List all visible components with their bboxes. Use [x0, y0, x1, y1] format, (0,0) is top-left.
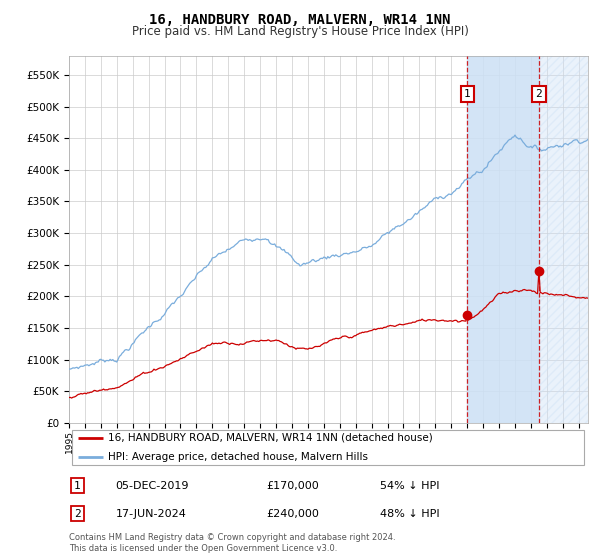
Text: 1: 1 [74, 480, 81, 491]
Text: 16, HANDBURY ROAD, MALVERN, WR14 1NN (detached house): 16, HANDBURY ROAD, MALVERN, WR14 1NN (de… [108, 433, 433, 443]
Text: £240,000: £240,000 [266, 508, 319, 519]
Text: Contains HM Land Registry data © Crown copyright and database right 2024.
This d: Contains HM Land Registry data © Crown c… [69, 533, 395, 553]
Text: £170,000: £170,000 [266, 480, 319, 491]
FancyBboxPatch shape [71, 430, 584, 465]
Text: 17-JUN-2024: 17-JUN-2024 [116, 508, 187, 519]
Text: 48% ↓ HPI: 48% ↓ HPI [380, 508, 440, 519]
Text: 1: 1 [464, 89, 470, 99]
Text: 2: 2 [536, 89, 542, 99]
Text: 16, HANDBURY ROAD, MALVERN, WR14 1NN: 16, HANDBURY ROAD, MALVERN, WR14 1NN [149, 13, 451, 27]
Text: 2: 2 [74, 508, 81, 519]
Text: HPI: Average price, detached house, Malvern Hills: HPI: Average price, detached house, Malv… [108, 452, 368, 462]
Bar [467, 56, 539, 423]
Text: 54% ↓ HPI: 54% ↓ HPI [380, 480, 440, 491]
Bar [539, 56, 588, 423]
Text: Price paid vs. HM Land Registry's House Price Index (HPI): Price paid vs. HM Land Registry's House … [131, 25, 469, 38]
Text: 05-DEC-2019: 05-DEC-2019 [116, 480, 189, 491]
